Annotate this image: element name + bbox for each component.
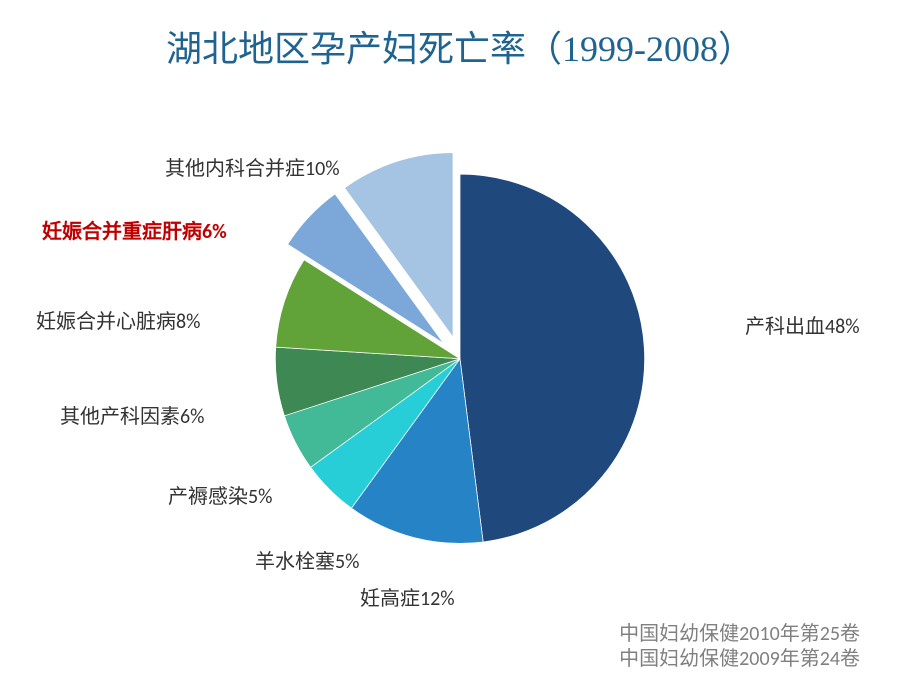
slice-label: 妊高症12% xyxy=(360,582,455,611)
slice-label: 产褥感染5% xyxy=(168,480,272,509)
slice-label: 产科出血48% xyxy=(745,310,860,339)
source-line: 中国妇幼保健2010年第25卷 xyxy=(619,622,860,647)
page-title: 湖北地区孕产妇死亡率（1999-2008） xyxy=(0,20,920,72)
slice-label: 妊娠合并重症肝病6% xyxy=(42,215,227,244)
slice-label: 其他内科合并症10% xyxy=(165,152,340,181)
pie-slice xyxy=(460,174,645,542)
slice-label: 其他产科因素6% xyxy=(60,400,204,429)
pie-chart xyxy=(0,95,920,615)
slice-label: 羊水栓塞5% xyxy=(255,545,359,574)
slice-label: 妊娠合并心脏病8% xyxy=(36,305,200,334)
source-citations: 中国妇幼保健2010年第25卷 中国妇幼保健2009年第24卷 xyxy=(619,622,860,672)
source-line: 中国妇幼保健2009年第24卷 xyxy=(619,647,860,672)
